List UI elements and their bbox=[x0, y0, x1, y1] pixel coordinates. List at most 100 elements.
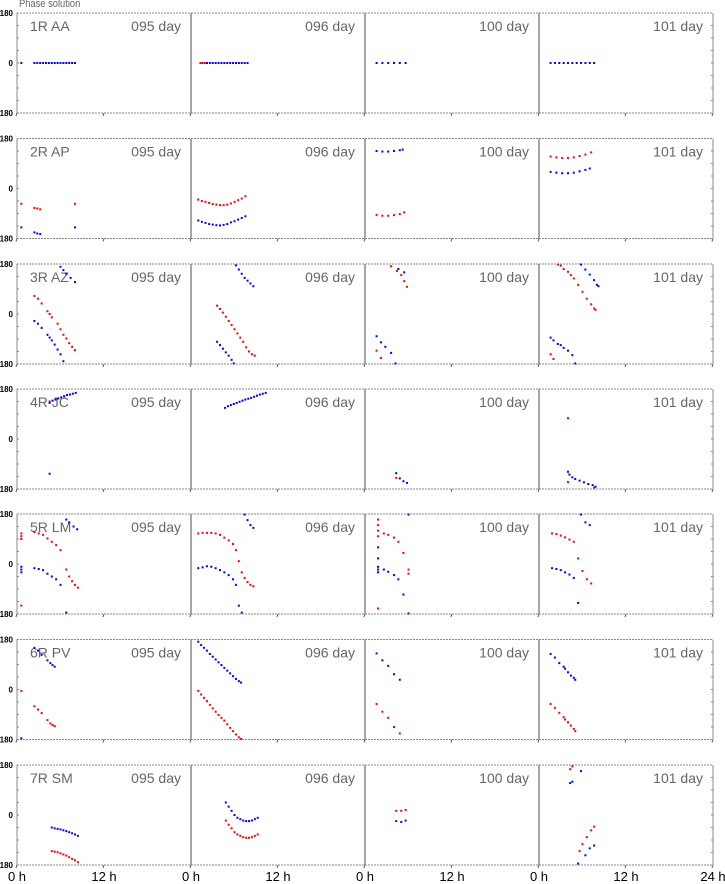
x-tick bbox=[189, 739, 192, 743]
y-tick-label: 0 bbox=[9, 811, 14, 820]
blue-point bbox=[387, 570, 390, 573]
red-point bbox=[555, 156, 558, 159]
blue-point bbox=[233, 220, 236, 223]
red-point bbox=[379, 356, 382, 359]
x-tick bbox=[537, 488, 540, 493]
red-point bbox=[233, 831, 236, 834]
red-point bbox=[219, 308, 221, 310]
blue-point bbox=[572, 171, 575, 174]
blue-point bbox=[406, 481, 409, 484]
red-point bbox=[559, 264, 562, 267]
blue-point bbox=[243, 276, 246, 279]
blue-point bbox=[562, 62, 565, 64]
blue-point bbox=[74, 62, 76, 64]
panel-row: 180 0 -180 7R SM 095 day 096 day 100 day 101 da… bbox=[0, 761, 714, 870]
blue-point bbox=[229, 672, 232, 675]
blue-point bbox=[559, 344, 562, 347]
blue-point bbox=[375, 150, 378, 152]
blue-point bbox=[561, 172, 564, 175]
blue-point bbox=[582, 481, 585, 484]
blue-point bbox=[210, 565, 213, 568]
blue-point bbox=[211, 223, 214, 226]
blue-point bbox=[578, 479, 581, 482]
red-point bbox=[256, 833, 259, 836]
x-tick-label: 0 h bbox=[182, 869, 200, 884]
blue-point bbox=[197, 567, 200, 570]
day-label: 100 day bbox=[479, 394, 529, 410]
blue-point bbox=[200, 644, 203, 647]
panel-row: 180 0 -180 2R AP 095 day 096 day 100 day 101 da… bbox=[0, 135, 714, 244]
x-tick-label: 12 h bbox=[91, 869, 116, 884]
panel-row: 180 0 -180 1R AA 095 day 096 day 100 day 101 da… bbox=[0, 9, 714, 118]
red-point bbox=[201, 62, 204, 64]
red-point bbox=[393, 726, 395, 728]
red-point bbox=[240, 737, 243, 740]
red-point bbox=[568, 538, 571, 541]
red-point bbox=[20, 538, 23, 540]
blue-point bbox=[37, 568, 40, 570]
baseline-label: 5R LM bbox=[30, 519, 71, 535]
blue-point bbox=[403, 271, 406, 274]
red-point bbox=[214, 710, 217, 713]
x-tick bbox=[624, 739, 627, 743]
blue-point bbox=[197, 640, 200, 643]
blue-point bbox=[227, 574, 230, 577]
day-label: 100 day bbox=[479, 18, 529, 34]
red-point bbox=[40, 302, 43, 305]
x-tick bbox=[537, 613, 540, 618]
blue-point bbox=[236, 816, 239, 819]
blue-point bbox=[216, 340, 219, 343]
red-point bbox=[585, 578, 588, 581]
blue-point bbox=[39, 62, 42, 64]
blue-point bbox=[584, 168, 587, 171]
blue-point bbox=[63, 395, 66, 398]
blue-point bbox=[230, 809, 233, 812]
blue-point bbox=[264, 391, 267, 394]
blue-point bbox=[250, 396, 253, 399]
x-tick bbox=[102, 363, 105, 368]
blue-point bbox=[20, 568, 23, 571]
x-tick-label: 0 h bbox=[356, 869, 374, 884]
day-label: 096 day bbox=[305, 770, 355, 786]
blue-point bbox=[219, 344, 221, 347]
day-label: 100 day bbox=[479, 519, 529, 535]
day-label: 095 day bbox=[131, 18, 181, 34]
x-tick bbox=[276, 739, 279, 743]
blue-point bbox=[240, 62, 243, 64]
blue-point bbox=[375, 335, 378, 338]
blue-point bbox=[74, 833, 76, 836]
blue-point bbox=[230, 358, 233, 361]
blue-point bbox=[71, 832, 74, 835]
day-label: 101 day bbox=[653, 770, 703, 786]
red-point bbox=[65, 568, 68, 571]
red-point bbox=[393, 214, 395, 217]
red-point bbox=[245, 836, 248, 839]
red-point bbox=[65, 854, 68, 857]
blue-point bbox=[50, 339, 53, 342]
red-point bbox=[37, 708, 40, 711]
x-tick bbox=[450, 488, 453, 493]
red-point bbox=[208, 201, 211, 204]
blue-point bbox=[42, 62, 45, 64]
red-point bbox=[219, 204, 221, 207]
x-tick bbox=[189, 363, 192, 368]
x-tick-label: 0 h bbox=[530, 869, 548, 884]
blue-point bbox=[549, 336, 552, 339]
blue-point bbox=[569, 782, 572, 785]
red-point bbox=[59, 549, 62, 552]
red-point bbox=[569, 768, 572, 771]
red-point bbox=[375, 702, 378, 705]
x-tick bbox=[15, 613, 18, 618]
red-point bbox=[56, 851, 59, 854]
x-tick bbox=[537, 864, 540, 869]
red-point bbox=[203, 696, 206, 699]
red-point bbox=[53, 850, 56, 853]
red-point bbox=[556, 263, 559, 266]
blue-point bbox=[580, 263, 583, 266]
red-point bbox=[407, 572, 410, 575]
red-point bbox=[400, 274, 403, 277]
red-point bbox=[49, 722, 52, 725]
red-point bbox=[71, 345, 74, 348]
red-point bbox=[33, 705, 36, 708]
red-point bbox=[246, 581, 249, 584]
